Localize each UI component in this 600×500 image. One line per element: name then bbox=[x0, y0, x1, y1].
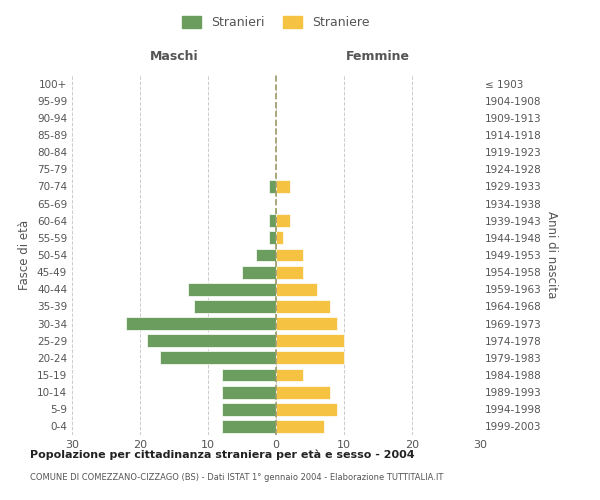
Bar bbox=[276, 283, 317, 296]
Bar bbox=[221, 420, 276, 433]
Bar bbox=[269, 214, 276, 227]
Bar bbox=[221, 403, 276, 415]
Bar bbox=[276, 180, 290, 193]
Text: COMUNE DI COMEZZANO-CIZZAGO (BS) - Dati ISTAT 1° gennaio 2004 - Elaborazione TUT: COMUNE DI COMEZZANO-CIZZAGO (BS) - Dati … bbox=[30, 472, 443, 482]
Bar bbox=[269, 232, 276, 244]
Bar bbox=[276, 352, 344, 364]
Bar bbox=[276, 420, 323, 433]
Bar bbox=[276, 403, 337, 415]
Text: Maschi: Maschi bbox=[149, 50, 199, 62]
Bar bbox=[276, 368, 303, 382]
Bar bbox=[269, 180, 276, 193]
Bar bbox=[194, 300, 276, 313]
Bar bbox=[276, 317, 337, 330]
Bar bbox=[221, 386, 276, 398]
Y-axis label: Anni di nascita: Anni di nascita bbox=[545, 212, 558, 298]
Bar bbox=[276, 232, 283, 244]
Bar bbox=[276, 214, 290, 227]
Bar bbox=[160, 352, 276, 364]
Bar bbox=[127, 317, 276, 330]
Bar bbox=[276, 300, 331, 313]
Bar bbox=[276, 386, 331, 398]
Y-axis label: Fasce di età: Fasce di età bbox=[19, 220, 31, 290]
Bar bbox=[256, 248, 276, 262]
Legend: Stranieri, Straniere: Stranieri, Straniere bbox=[178, 11, 374, 34]
Bar bbox=[242, 266, 276, 278]
Bar bbox=[276, 248, 303, 262]
Text: Popolazione per cittadinanza straniera per età e sesso - 2004: Popolazione per cittadinanza straniera p… bbox=[30, 450, 415, 460]
Bar bbox=[276, 266, 303, 278]
Bar bbox=[276, 334, 344, 347]
Bar bbox=[188, 283, 276, 296]
Bar bbox=[147, 334, 276, 347]
Bar bbox=[221, 368, 276, 382]
Text: Femmine: Femmine bbox=[346, 50, 410, 62]
